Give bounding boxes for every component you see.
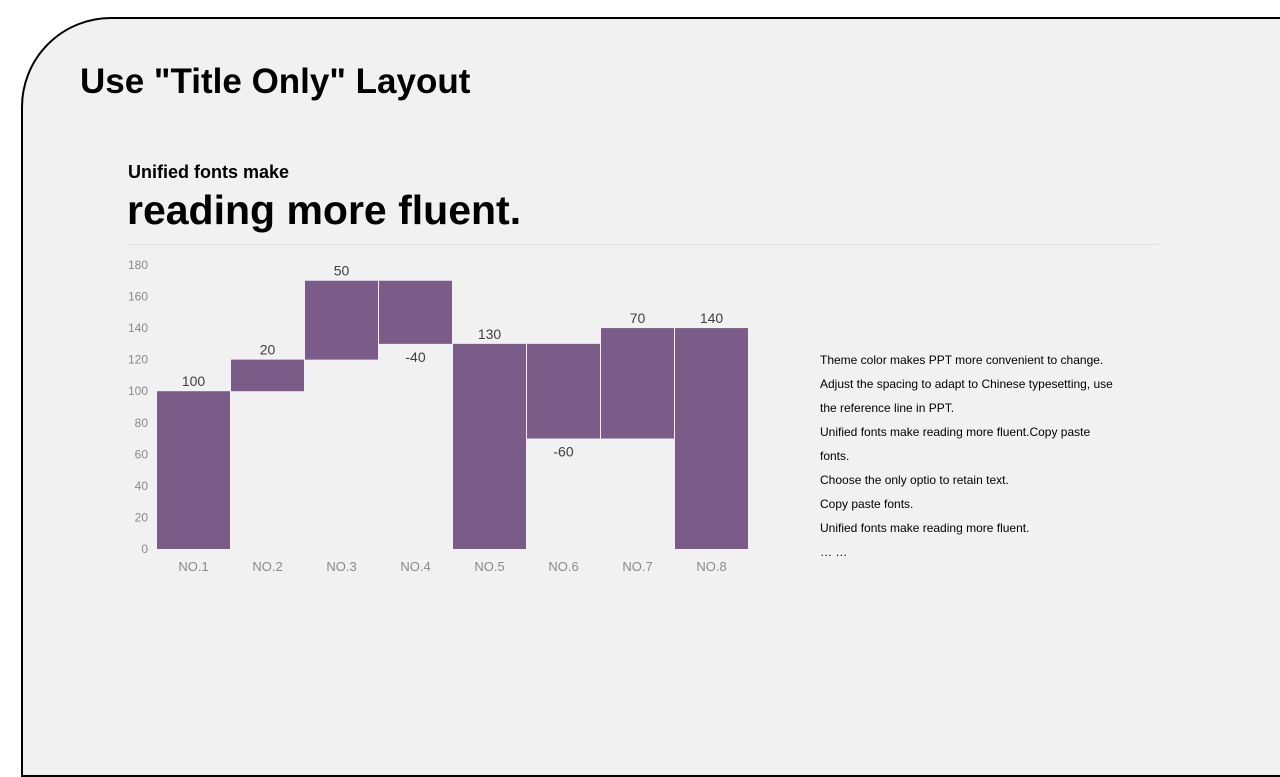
data-label: 20 bbox=[260, 342, 276, 358]
data-label: 140 bbox=[700, 310, 724, 326]
description-line: Unified fonts make reading more fluent. bbox=[820, 521, 1030, 535]
data-label: 130 bbox=[478, 326, 502, 342]
subtitle-small: Unified fonts make bbox=[128, 162, 290, 182]
description-line: Choose the only optio to retain text. bbox=[820, 473, 1009, 487]
x-tick-label: NO.2 bbox=[252, 559, 282, 574]
y-tick-label: 0 bbox=[141, 542, 148, 556]
y-tick-label: 20 bbox=[135, 510, 149, 524]
y-tick-label: 80 bbox=[135, 416, 149, 430]
y-tick-label: 180 bbox=[128, 258, 148, 272]
data-label: 50 bbox=[334, 263, 350, 279]
data-label: -40 bbox=[405, 349, 425, 365]
bar bbox=[305, 280, 378, 360]
slide-title: Use "Title Only" Layout bbox=[80, 62, 471, 101]
bar bbox=[675, 328, 748, 549]
bar bbox=[231, 359, 304, 392]
description-line: … … bbox=[820, 545, 848, 559]
data-label: 100 bbox=[182, 373, 206, 389]
x-tick-label: NO.8 bbox=[696, 559, 726, 574]
description-line: Copy paste fonts. bbox=[820, 497, 914, 511]
data-label: -60 bbox=[553, 444, 573, 460]
description-line: Unified fonts make reading more fluent.C… bbox=[820, 425, 1091, 439]
y-tick-label: 160 bbox=[128, 290, 148, 304]
bar bbox=[527, 343, 600, 439]
y-tick-label: 140 bbox=[128, 321, 148, 335]
x-tick-label: NO.7 bbox=[622, 559, 652, 574]
data-label: 70 bbox=[630, 310, 646, 326]
description-line: Adjust the spacing to adapt to Chinese t… bbox=[820, 377, 1113, 391]
x-tick-label: NO.4 bbox=[400, 559, 430, 574]
x-tick-label: NO.1 bbox=[178, 559, 208, 574]
x-tick-label: NO.3 bbox=[326, 559, 356, 574]
bar bbox=[453, 343, 526, 549]
x-tick-label: NO.6 bbox=[548, 559, 578, 574]
x-tick-label: NO.5 bbox=[474, 559, 504, 574]
bar bbox=[379, 280, 452, 344]
y-tick-label: 100 bbox=[128, 384, 148, 398]
description-line: the reference line in PPT. bbox=[820, 401, 955, 415]
y-tick-label: 40 bbox=[135, 479, 149, 493]
subtitle-big: reading more fluent. bbox=[127, 187, 522, 233]
description-line: Theme color makes PPT more convenient to… bbox=[820, 353, 1104, 367]
bar bbox=[157, 391, 230, 549]
bar bbox=[601, 328, 674, 439]
description-text: Theme color makes PPT more convenient to… bbox=[820, 348, 1150, 564]
y-tick-label: 120 bbox=[128, 353, 148, 367]
description-line: fonts. bbox=[820, 449, 850, 463]
y-tick-label: 60 bbox=[135, 447, 149, 461]
divider-line bbox=[127, 244, 1159, 245]
waterfall-chart: 0 20 40 60 80 100 120 140 160 180 100 20 50 -40 130 -60… bbox=[128, 258, 748, 574]
